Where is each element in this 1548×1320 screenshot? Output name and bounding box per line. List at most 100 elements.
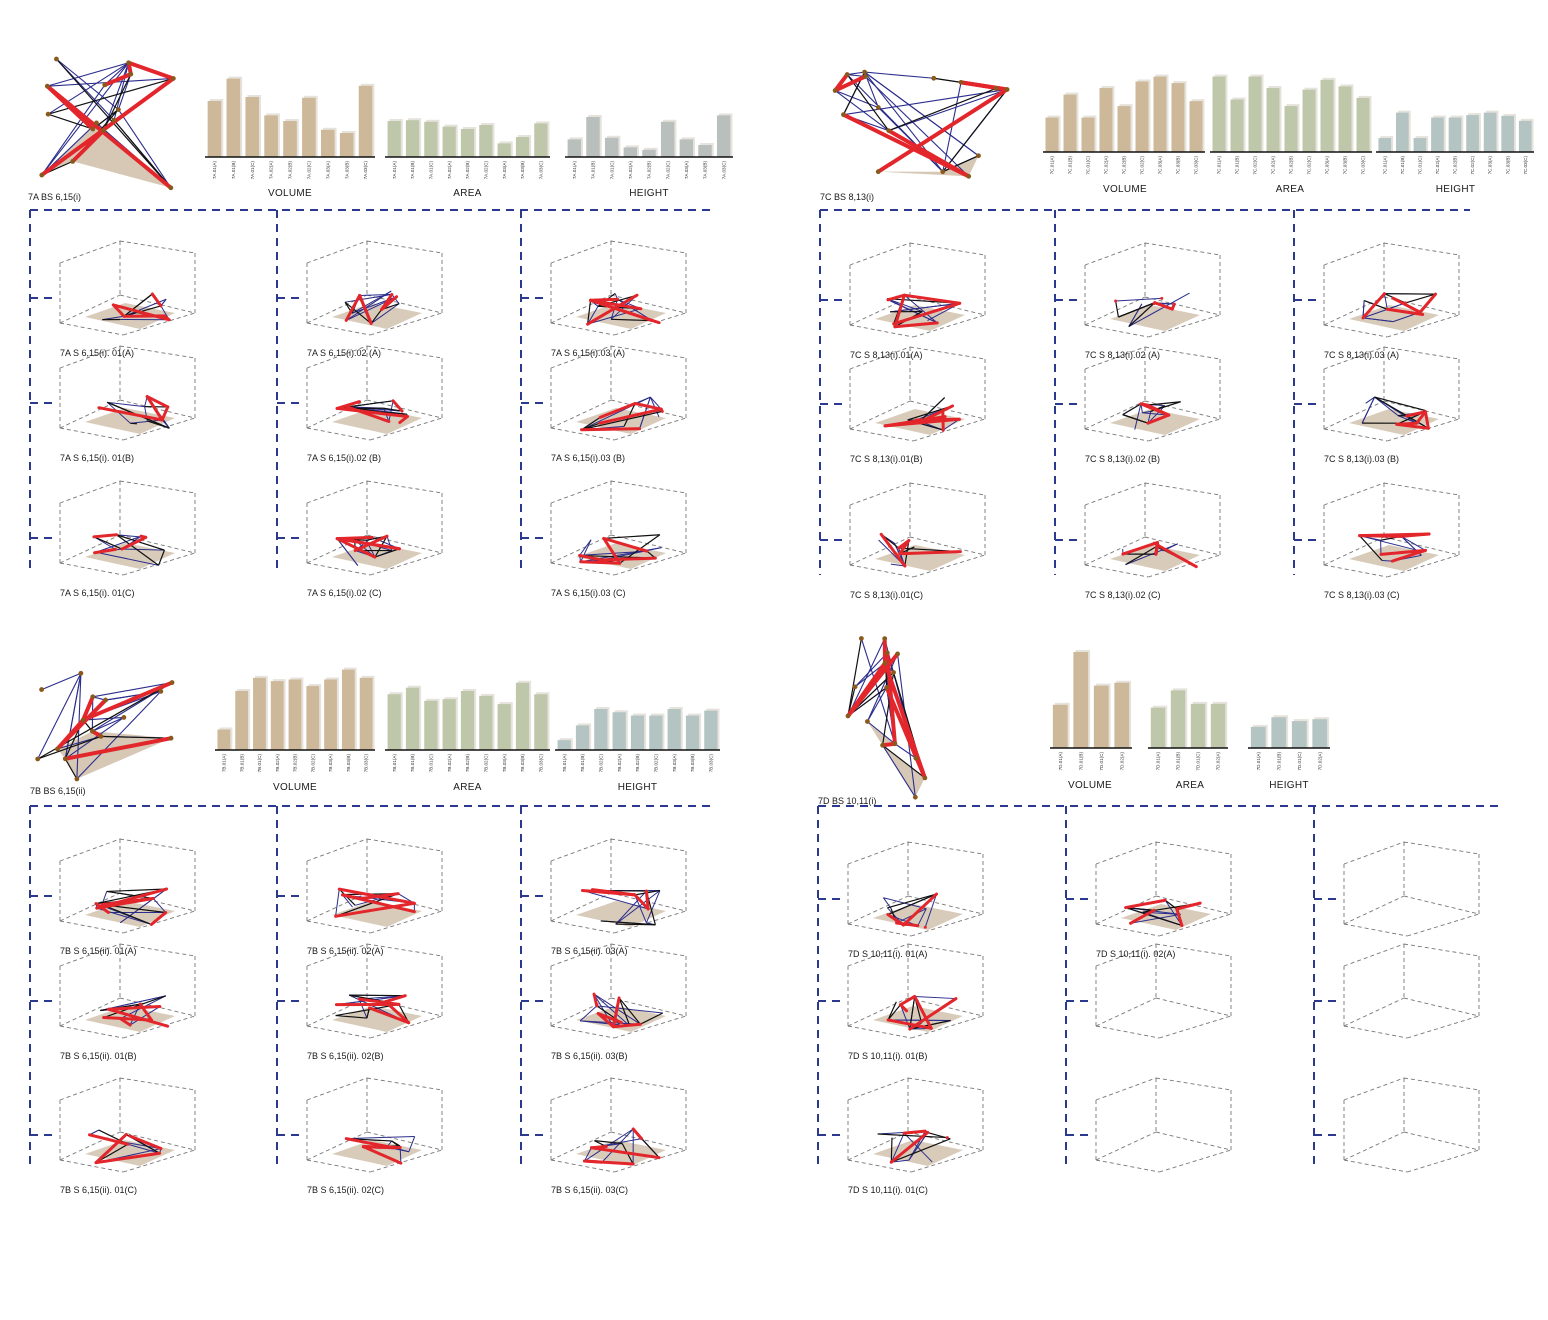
- bar: [1271, 717, 1287, 748]
- box-edge: [366, 1131, 443, 1151]
- bar: [1312, 719, 1328, 748]
- cable: [1128, 302, 1156, 328]
- floor-plane: [1110, 545, 1200, 571]
- box-edge: [1323, 482, 1385, 506]
- node: [126, 60, 132, 66]
- bar: [716, 115, 731, 157]
- floor-plane: [873, 1140, 963, 1166]
- box-edge: [610, 997, 687, 1017]
- node: [168, 735, 174, 741]
- bar: [1396, 112, 1409, 152]
- tick-label: 7B.02(A): [275, 754, 280, 773]
- node: [845, 713, 851, 719]
- strut: [578, 553, 604, 562]
- floor-plane: [878, 155, 979, 177]
- strut: [1146, 413, 1171, 425]
- cable: [865, 76, 970, 177]
- cable: [894, 743, 917, 759]
- box-edge: [610, 534, 687, 554]
- tick-label: 7D.01(A): [1256, 752, 1261, 771]
- node: [913, 755, 919, 761]
- tick-label: 7A.01(C): [250, 161, 255, 180]
- cable: [1130, 913, 1181, 924]
- strut: [959, 80, 1010, 92]
- box-edge: [1343, 841, 1405, 865]
- bar: [515, 137, 530, 157]
- variant-label: 7A S 6,15(i).02 (C): [307, 588, 382, 598]
- box-edge: [1323, 324, 1388, 338]
- strut: [1379, 548, 1427, 556]
- bar: [612, 712, 626, 750]
- box-edge: [1144, 296, 1221, 316]
- cable: [1115, 300, 1119, 318]
- bar: [704, 710, 718, 750]
- bar: [217, 729, 231, 750]
- box-edge: [1148, 418, 1221, 442]
- cable: [891, 1159, 909, 1163]
- tick-label: 7A.03(B): [520, 161, 525, 180]
- node: [39, 172, 45, 178]
- tick-label: 7B.01(A): [562, 754, 567, 773]
- variant-label: 7C S 8,13(i).02 (A): [1085, 350, 1161, 360]
- variant-label: 7D S 10,11(i). 01(B): [848, 1051, 928, 1061]
- bar: [207, 101, 222, 157]
- box-edge: [1144, 242, 1221, 256]
- bar: [387, 121, 401, 157]
- box-edge: [59, 1025, 124, 1039]
- box-edge: [1383, 536, 1460, 556]
- variant-label: 7B S 6,15(ii). 01(C): [60, 1185, 138, 1195]
- bar: [1248, 76, 1262, 152]
- box-edge: [1144, 536, 1221, 556]
- box-edge: [119, 1077, 196, 1091]
- box-edge: [1148, 314, 1221, 338]
- strut: [120, 535, 148, 551]
- node: [931, 75, 937, 81]
- tick-label: 7B.01(A): [221, 754, 226, 773]
- node: [832, 88, 838, 93]
- strut: [335, 537, 377, 559]
- cable: [887, 1001, 897, 1021]
- cable: [887, 1004, 901, 1021]
- floor-plane: [867, 721, 925, 798]
- bar: [1302, 89, 1316, 152]
- box-edge: [907, 895, 984, 915]
- bar: [497, 143, 511, 157]
- tick-label: 7B.02(C): [483, 754, 488, 773]
- cable: [158, 549, 165, 566]
- bar: [1117, 106, 1131, 152]
- box-edge: [306, 1025, 371, 1039]
- strut: [580, 427, 642, 432]
- variant-label: 7C S 8,13(i).03 (B): [1324, 454, 1400, 464]
- cable: [95, 535, 142, 553]
- tick-label: 7C.01(B): [1400, 156, 1405, 175]
- variant-label: 7B S 6,15(ii). 03(A): [551, 946, 628, 956]
- variant-label: 7A S 6,15(i).02 (A): [307, 348, 382, 358]
- bar: [479, 695, 493, 750]
- node: [912, 794, 918, 800]
- box-edge: [1383, 296, 1460, 316]
- cable: [586, 300, 592, 325]
- bar: [1153, 76, 1167, 152]
- bar: [1413, 138, 1427, 152]
- bar: [387, 694, 401, 750]
- cable: [342, 894, 353, 908]
- box-edge: [306, 1077, 368, 1101]
- box-edge: [1387, 554, 1460, 578]
- base-label-7d: 7D BS 10,11(i): [818, 796, 877, 806]
- box-edge: [1343, 1025, 1408, 1039]
- node: [121, 715, 127, 720]
- strut: [886, 1018, 933, 1030]
- box-edge: [610, 838, 687, 852]
- box-edge: [1144, 482, 1221, 496]
- strut: [902, 1129, 927, 1135]
- bar: [253, 677, 266, 750]
- bar-chart-7a-volume: 7A.01(A) 7A.01(B) 7A.01(C) 7A.02(A) 7A.02(B)…: [205, 76, 375, 180]
- tick-label: 7C.03(C): [1194, 156, 1199, 175]
- cable: [615, 890, 661, 925]
- box-edge: [59, 943, 121, 967]
- bar: [359, 677, 373, 750]
- box-edge: [1403, 895, 1480, 915]
- node: [940, 169, 946, 175]
- strut: [335, 400, 362, 410]
- box-edge: [907, 1077, 984, 1091]
